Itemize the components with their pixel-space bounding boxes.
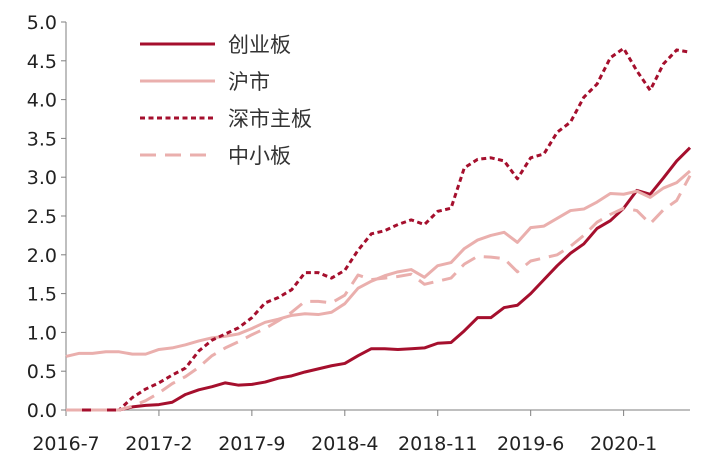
x-tick-label: 2018-4 — [311, 433, 378, 455]
legend-label-3: 中小板 — [228, 144, 291, 168]
y-tick-label: 0.0 — [27, 400, 57, 422]
axes: 0.0 0.5 1.0 1.5 2.0 2.5 3.0 3.5 4.0 4.5 5.0 2016-7 2… — [27, 12, 690, 455]
series-layer — [65, 46, 692, 412]
series-line-0 — [66, 146, 692, 412]
y-tick-label: 3.0 — [27, 167, 57, 189]
y-tick-label: 1.5 — [27, 284, 57, 306]
legend-label-2: 深市主板 — [228, 107, 312, 131]
x-tick-label: 2018-11 — [398, 433, 477, 455]
series-line-1 — [65, 169, 691, 358]
y-tick-label: 1.0 — [27, 322, 57, 344]
y-tick-label: 0.5 — [27, 361, 57, 383]
legend-label-0: 创业板 — [228, 33, 291, 57]
x-tick-label: 2017-2 — [125, 433, 192, 455]
y-tick-label: 4.5 — [27, 51, 57, 73]
y-tick-label: 2.0 — [27, 245, 57, 267]
series-line-2 — [66, 46, 691, 412]
y-tick-label: 5.0 — [27, 12, 57, 34]
x-tick-label: 2019-6 — [497, 433, 564, 455]
x-tick-label: 2016-7 — [32, 433, 99, 455]
x-tick-label: 2017-9 — [218, 433, 285, 455]
y-tick-label: 2.5 — [27, 206, 57, 228]
legend-label-1: 沪市 — [228, 70, 270, 94]
y-tick-label: 3.5 — [27, 128, 57, 150]
series-line-3 — [66, 174, 692, 412]
y-tick-label: 4.0 — [27, 90, 57, 112]
x-tick-label: 2020-1 — [590, 433, 657, 455]
